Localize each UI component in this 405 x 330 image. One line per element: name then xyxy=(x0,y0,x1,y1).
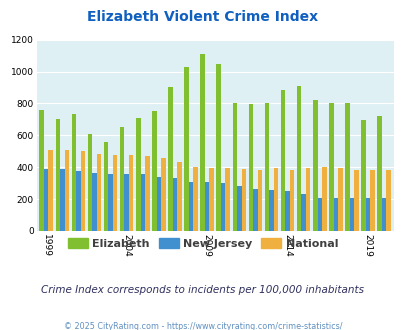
Bar xyxy=(184,67,188,231)
Bar xyxy=(232,103,237,231)
Bar xyxy=(301,193,305,231)
Bar xyxy=(289,170,294,231)
Bar xyxy=(119,127,124,231)
Bar xyxy=(55,119,60,231)
Bar xyxy=(200,54,205,231)
Bar xyxy=(365,197,369,231)
Bar xyxy=(104,142,108,231)
Bar xyxy=(269,190,273,231)
Bar xyxy=(280,90,285,231)
Bar xyxy=(257,170,262,231)
Bar xyxy=(161,158,165,231)
Bar xyxy=(152,112,156,231)
Bar xyxy=(377,116,381,231)
Bar xyxy=(108,174,113,231)
Bar xyxy=(305,168,310,231)
Bar xyxy=(369,170,374,231)
Bar xyxy=(156,177,161,231)
Bar xyxy=(353,170,358,231)
Bar xyxy=(168,87,172,231)
Bar xyxy=(317,197,321,231)
Legend: Elizabeth, New Jersey, National: Elizabeth, New Jersey, National xyxy=(63,234,342,253)
Bar xyxy=(81,151,85,231)
Bar xyxy=(87,134,92,231)
Bar xyxy=(386,170,390,231)
Bar xyxy=(321,167,326,231)
Bar xyxy=(92,173,96,231)
Bar xyxy=(145,156,149,231)
Text: Crime Index corresponds to incidents per 100,000 inhabitants: Crime Index corresponds to incidents per… xyxy=(41,285,364,295)
Bar xyxy=(312,100,317,231)
Bar xyxy=(360,120,365,231)
Bar xyxy=(71,114,76,231)
Text: Elizabeth Violent Crime Index: Elizabeth Violent Crime Index xyxy=(87,10,318,24)
Bar xyxy=(237,185,241,231)
Bar xyxy=(209,168,213,231)
Bar xyxy=(216,63,220,231)
Bar xyxy=(172,178,177,231)
Bar xyxy=(136,118,140,231)
Bar xyxy=(113,155,117,231)
Bar xyxy=(124,174,129,231)
Bar xyxy=(48,150,53,231)
Bar xyxy=(381,197,386,231)
Bar xyxy=(44,169,48,231)
Bar xyxy=(140,174,145,231)
Bar xyxy=(344,103,349,231)
Bar xyxy=(333,197,337,231)
Bar xyxy=(349,197,353,231)
Bar xyxy=(253,189,257,231)
Bar xyxy=(129,155,133,231)
Bar xyxy=(96,154,101,231)
Bar xyxy=(285,191,289,231)
Bar xyxy=(273,168,277,231)
Bar xyxy=(177,162,181,231)
Bar xyxy=(60,169,64,231)
Text: © 2025 CityRating.com - https://www.cityrating.com/crime-statistics/: © 2025 CityRating.com - https://www.city… xyxy=(64,322,341,330)
Bar xyxy=(337,168,342,231)
Bar xyxy=(248,104,253,231)
Bar xyxy=(220,183,225,231)
Bar xyxy=(188,182,193,231)
Bar xyxy=(64,150,69,231)
Bar xyxy=(296,86,301,231)
Bar xyxy=(205,182,209,231)
Bar xyxy=(193,167,197,231)
Bar xyxy=(328,103,333,231)
Bar xyxy=(225,168,229,231)
Bar xyxy=(241,169,245,231)
Bar xyxy=(39,110,44,231)
Bar xyxy=(264,103,269,231)
Bar xyxy=(76,171,81,231)
